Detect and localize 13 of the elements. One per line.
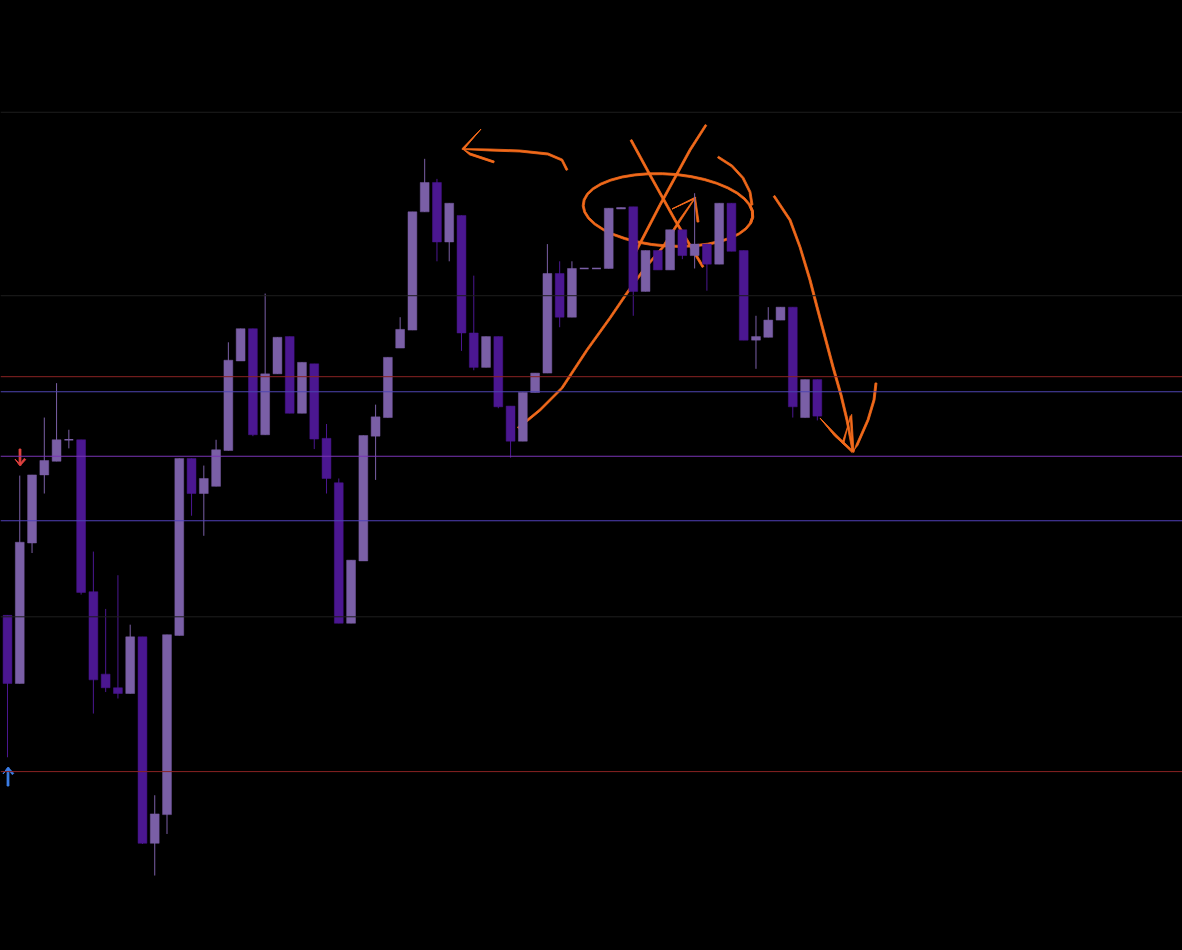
candlestick xyxy=(751,315,761,370)
candlestick xyxy=(51,382,62,462)
candlestick xyxy=(199,465,209,537)
candlestick xyxy=(39,417,49,495)
candlestick xyxy=(702,243,712,292)
candlestick xyxy=(100,608,111,693)
candlestick xyxy=(395,316,405,349)
candlestick xyxy=(113,574,123,699)
candlestick xyxy=(763,306,773,338)
candlestick xyxy=(63,429,75,449)
candlestick xyxy=(653,250,663,271)
candlestick xyxy=(370,404,381,481)
candlestick xyxy=(689,192,700,269)
